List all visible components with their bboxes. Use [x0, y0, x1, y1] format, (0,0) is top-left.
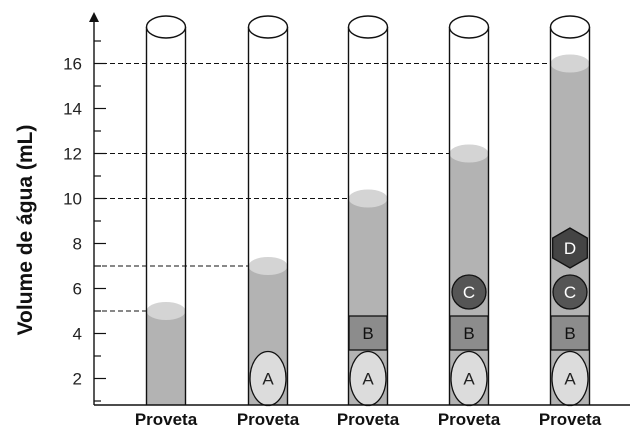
y-axis: 2 4 6 8 10 12 14 16	[63, 12, 630, 406]
tube-rim	[247, 15, 289, 39]
object-a-label: A	[564, 370, 576, 389]
object-b-label: B	[463, 324, 474, 343]
water-surface	[550, 54, 590, 73]
object-d-shape	[552, 227, 588, 269]
object-a-label: A	[362, 370, 374, 389]
y-axis-title: Volume de água (mL)	[14, 125, 37, 336]
tube-rim	[347, 15, 389, 39]
object-a-label: A	[262, 370, 274, 389]
y-tick-label: 16	[63, 55, 82, 74]
y-axis-arrow	[89, 12, 99, 22]
object-a-label: A	[463, 370, 475, 389]
object-c-shape	[451, 274, 487, 310]
guide-lines	[94, 63, 570, 312]
y-tick-label: 8	[73, 235, 82, 254]
y-tick-label: 6	[73, 280, 82, 299]
water-surface	[146, 302, 186, 320]
cylinders: Proveta A Proveta A B Proveta A B C Proveta A B C D Pr…	[135, 15, 602, 429]
cylinder-4: A B C Proveta	[438, 15, 501, 429]
tube-rim	[145, 15, 187, 39]
y-tick-label: 14	[63, 100, 82, 119]
cylinder-2: A Proveta	[237, 15, 300, 429]
y-tick-label: 12	[63, 145, 82, 164]
y-tick-label: 2	[73, 370, 82, 389]
cylinder-label: Proveta	[135, 410, 198, 429]
tube-rim	[448, 15, 490, 39]
water-surface	[348, 189, 388, 208]
cylinder-label: Proveta	[438, 410, 501, 429]
y-tick-label: 4	[73, 325, 82, 344]
object-b-label: B	[564, 324, 575, 343]
cylinder-label: Proveta	[539, 410, 602, 429]
object-c-label: C	[564, 283, 576, 302]
cylinder-3: A B Proveta	[337, 15, 400, 429]
cylinder-1: Proveta	[135, 15, 198, 429]
cylinder-5: A B C D Proveta	[539, 15, 602, 429]
tube-rim	[549, 15, 591, 39]
object-c-shape	[552, 274, 588, 310]
object-c-label: C	[463, 283, 475, 302]
water-column	[146, 311, 186, 405]
object-d-label: D	[564, 239, 576, 258]
y-tick-label: 10	[63, 190, 82, 209]
object-b-label: B	[362, 324, 373, 343]
water-surface	[248, 257, 288, 275]
water-surface	[449, 144, 489, 163]
cylinder-label: Proveta	[237, 410, 300, 429]
cylinder-label: Proveta	[337, 410, 400, 429]
